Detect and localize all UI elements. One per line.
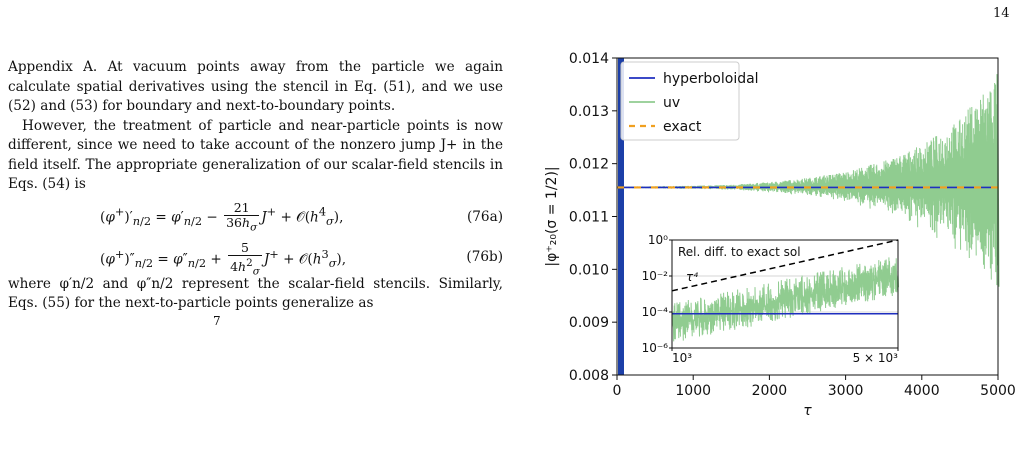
x-tick-label: 0 xyxy=(613,383,622,399)
main-axes: 0 1000 2000 3000 4000 5000 0.008 0.009 0.010 0.01… xyxy=(544,51,1016,419)
inset-frame xyxy=(671,239,899,349)
chart-svg: 0 1000 2000 3000 4000 5000 0.008 0.009 0.010 0.01… xyxy=(544,51,1016,419)
legend-label: hyperboloidal xyxy=(663,71,759,87)
inset-annotation: τ⁴ xyxy=(686,270,698,284)
y-tick-label: 0.009 xyxy=(569,315,609,331)
equation-76a-body: (φ+)′n/2 = φ′n/2 − 21 36hσ J+ + 𝒪(h4σ), xyxy=(100,199,344,233)
x-tick-label: 1000 xyxy=(675,383,711,399)
inset-y-tick-label: 10⁰ xyxy=(648,233,668,247)
x-tick-label: 4000 xyxy=(904,383,940,399)
trailing-fragment: 7 xyxy=(213,313,221,328)
y-tick-label: 0.012 xyxy=(569,157,609,173)
y-tick-label: 0.008 xyxy=(569,368,609,384)
inset-series-uv xyxy=(671,257,899,342)
inset-y-tick-label: 10⁻² xyxy=(642,269,669,283)
paragraph-treatment: However, the treatment of particle and n… xyxy=(8,117,503,193)
x-tick-label: 2000 xyxy=(752,383,788,399)
paper-text-column: Appendix A. At vacuum points away from t… xyxy=(8,58,503,328)
legend-label: exact xyxy=(663,119,702,135)
inset-x-tick-label: 10³ xyxy=(672,351,692,365)
page-number: 14 xyxy=(993,6,1010,21)
x-tick-label: 5000 xyxy=(980,383,1016,399)
inset-y-tick-label: 10⁻⁶ xyxy=(642,341,669,355)
equation-76b: (φ+)″n/2 = φ″n/2 + 5 4h2σ J+ + 𝒪(h3σ), (76… xyxy=(8,235,503,277)
paragraph-where: where φ′n/2 and φ″n/2 represent the scal… xyxy=(8,275,503,312)
inset-x-tick-label: 5 × 10³ xyxy=(853,351,899,365)
equation-76b-body: (φ+)″n/2 = φ″n/2 + 5 4h2σ J+ + 𝒪(h3σ), xyxy=(100,239,347,278)
y-tick-label: 0.011 xyxy=(569,210,609,226)
equation-76b-tag: (76b) xyxy=(466,248,503,265)
inset-y-tick-label: 10⁻⁴ xyxy=(642,305,669,319)
x-tick-label: 3000 xyxy=(828,383,864,399)
y-tick-label: 0.014 xyxy=(569,51,609,67)
legend: hyperboloidal uv exact xyxy=(620,61,759,141)
y-tick-label: 0.010 xyxy=(569,262,609,278)
y-axis-label: |φ⁺₂₀(σ = 1/2)| xyxy=(544,166,560,266)
x-axis-label: τ xyxy=(803,403,812,419)
paragraph-appendix: Appendix A. At vacuum points away from t… xyxy=(8,59,503,114)
legend-box xyxy=(620,61,740,141)
inset-plot: Rel. diff. to exact sol τ⁴ 10⁰ 10⁻² 10⁻⁴ 10⁻⁶… xyxy=(642,233,899,365)
inset-title: Rel. diff. to exact sol xyxy=(678,245,801,259)
initial-transient-band xyxy=(618,58,624,375)
inset-series-tau4 xyxy=(671,239,899,292)
figure-chart: 0 1000 2000 3000 4000 5000 0.008 0.009 0.010 0.01… xyxy=(530,48,1029,447)
y-tick-label: 0.013 xyxy=(569,104,609,120)
legend-label: uv xyxy=(663,95,680,111)
equation-76a-tag: (76a) xyxy=(466,208,503,225)
equation-76a: (φ+)′n/2 = φ′n/2 − 21 36hσ J+ + 𝒪(h4σ), (7… xyxy=(8,195,503,235)
